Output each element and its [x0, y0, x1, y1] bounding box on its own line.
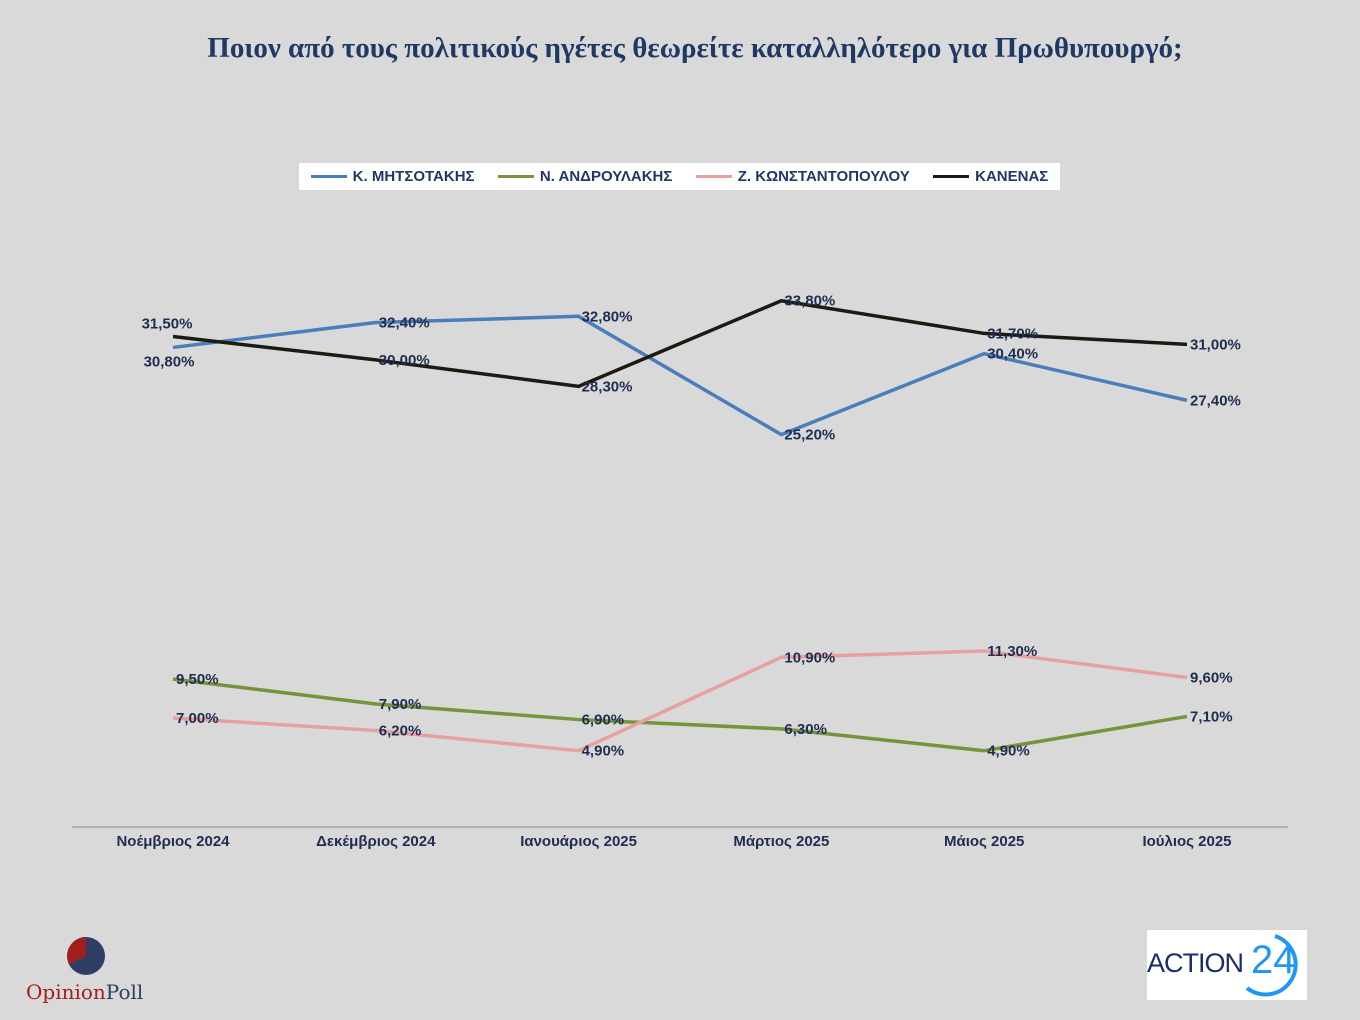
- data-label: 27,40%: [1190, 392, 1241, 409]
- data-label: 7,10%: [1190, 708, 1233, 725]
- data-label: 31,00%: [1190, 336, 1241, 353]
- x-tick-label: Ιούλιος 2025: [1142, 833, 1231, 850]
- data-label: 10,90%: [784, 649, 835, 666]
- opinionpoll-logo: OpinionPoll: [26, 932, 156, 1012]
- logo-text-opinion: Opinion: [26, 980, 106, 1004]
- ring-icon: [1245, 934, 1298, 997]
- legend-swatch: [695, 175, 732, 178]
- data-label: 32,40%: [379, 315, 430, 332]
- logo-text-poll: Poll: [105, 980, 144, 1004]
- x-tick-label: Ιανουάριος 2025: [520, 833, 637, 850]
- data-label: 9,60%: [1190, 670, 1233, 687]
- pie-logo-icon: [67, 937, 105, 975]
- series-line: [172, 677, 1188, 753]
- x-tick-label: Μάρτιος 2025: [733, 833, 829, 850]
- logo-text-action: ACTION: [1147, 948, 1244, 978]
- legend-swatch: [310, 175, 347, 178]
- legend-item: Ν. ΑΝΔΡΟΥΛΑΚΗΣ: [497, 168, 673, 185]
- action24-logo: ACTION 24: [1147, 930, 1307, 1000]
- data-label: 30,40%: [987, 346, 1038, 363]
- x-tick-label: Δεκέμβριος 2024: [316, 833, 436, 850]
- data-label: 7,00%: [176, 710, 219, 727]
- legend-item: ΚΑΝΕΝΑΣ: [933, 168, 1048, 185]
- data-label: 31,70%: [987, 325, 1038, 342]
- x-tick-label: Μάιος 2025: [944, 833, 1024, 850]
- data-label: 30,00%: [379, 352, 430, 369]
- legend-swatch: [497, 175, 534, 178]
- data-label: 25,20%: [784, 427, 835, 444]
- legend-label: Κ. ΜΗΤΣΟΤΑΚΗΣ: [352, 168, 475, 185]
- data-label: 4,90%: [582, 743, 625, 760]
- data-label: 28,30%: [582, 378, 633, 395]
- data-label: 6,20%: [379, 722, 422, 739]
- legend-label: Ν. ΑΝΔΡΟΥΛΑΚΗΣ: [539, 168, 673, 185]
- series-line: [172, 314, 1188, 437]
- data-label: 6,30%: [784, 721, 827, 738]
- chart-title: Ποιον από τους πολιτικούς ηγέτες θεωρείτ…: [207, 32, 1183, 64]
- legend-label: Ζ. ΚΩΝΣΤΑΝΤΟΠΟΥΛΟΥ: [737, 168, 910, 185]
- data-label: 11,30%: [987, 643, 1037, 660]
- x-tick-label: Νοέμβριος 2024: [116, 833, 230, 850]
- data-label: 7,90%: [379, 696, 422, 713]
- data-label: 32,80%: [582, 308, 633, 325]
- data-label: 33,80%: [784, 293, 835, 310]
- data-label: 30,80%: [144, 353, 195, 370]
- legend-swatch: [933, 175, 970, 178]
- series-line: [172, 298, 1188, 389]
- legend-item: Κ. ΜΗΤΣΟΤΑΚΗΣ: [310, 168, 475, 185]
- data-label: 9,50%: [176, 671, 219, 688]
- data-label: 6,90%: [582, 712, 625, 729]
- legend: Κ. ΜΗΤΣΟΤΑΚΗΣ Ν. ΑΝΔΡΟΥΛΑΚΗΣ Ζ. ΚΩΝΣΤΑΝΤΟΠ…: [299, 163, 1060, 190]
- legend-label: ΚΑΝΕΝΑΣ: [975, 168, 1049, 185]
- data-label: 4,90%: [987, 743, 1030, 760]
- series-line: [172, 649, 1188, 753]
- legend-item: Ζ. ΚΩΝΣΤΑΝΤΟΠΟΥΛΟΥ: [695, 168, 910, 185]
- data-label: 31,50%: [142, 316, 193, 333]
